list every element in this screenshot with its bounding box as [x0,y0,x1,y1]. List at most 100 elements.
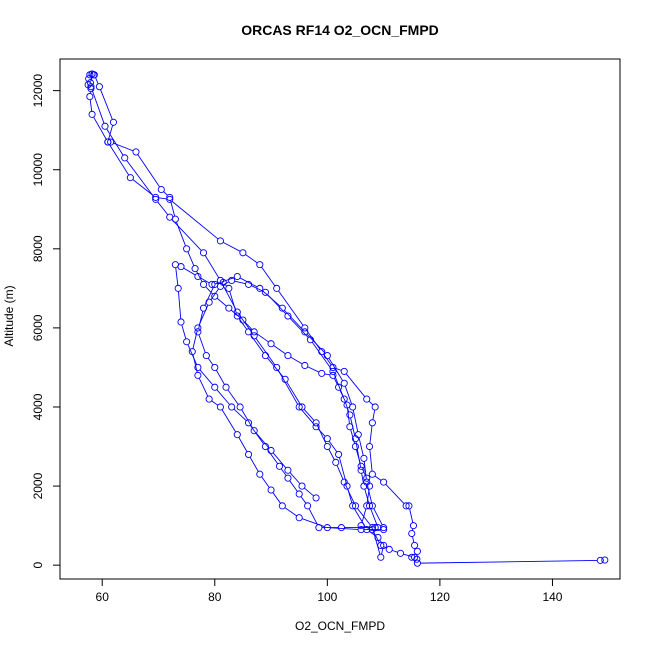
data-point [284,466,292,474]
data-point [360,454,368,462]
data-point [256,470,264,478]
data-point [351,502,360,510]
data-point [337,524,345,532]
data-point [275,462,284,470]
series-segment [379,539,383,544]
series-segment [277,369,299,405]
data-point [157,185,165,194]
data-point [368,502,376,510]
data-point [365,502,374,510]
series-5 [194,272,388,532]
series-segment [178,291,182,319]
series-segment [187,251,195,266]
data-point [261,352,269,360]
series-segment [233,408,247,422]
data-point [250,332,258,340]
data-point [191,265,199,273]
data-point [256,261,264,269]
data-point [244,450,253,458]
data-point [340,379,348,387]
y-tick-label: 4000 [31,393,45,420]
data-point [340,367,348,375]
series-segment [272,452,287,469]
series-segment [222,241,241,252]
series-segment [300,409,315,425]
data-point [295,514,303,522]
data-point [188,348,196,356]
y-axis-label: Altitude (m) [2,285,16,346]
data-point [244,328,253,336]
series-segment [222,281,230,286]
series-segment [238,437,248,452]
data-point [233,272,241,281]
data-point [357,466,365,474]
data-point [346,411,354,419]
data-point [329,367,337,375]
data-point [349,502,357,510]
data-point [88,70,96,78]
series-segment [330,527,359,530]
series-segment [403,553,412,557]
data-point [323,352,331,360]
data-point [340,478,348,486]
data-point [152,193,160,201]
data-point [374,533,382,542]
series-segment [308,508,318,526]
data-point [301,361,309,370]
series-segment [249,456,259,472]
series-segment [311,342,332,370]
data-point [284,352,292,360]
series-4 [188,276,388,534]
series-segment [261,266,276,287]
series-segment [355,441,362,468]
data-point [385,545,393,553]
data-point [211,280,219,288]
series-segment [255,338,276,366]
series-segment [352,409,359,432]
series-segment [350,417,356,436]
series-segment [364,488,370,503]
data-point [312,423,320,431]
series-segment [192,354,198,373]
series-segment [372,409,376,420]
data-point [267,446,275,455]
series-segment [157,201,169,216]
y-tick-label: 2000 [31,472,45,499]
data-point [211,292,219,300]
data-point [405,502,413,510]
series-segment [333,374,344,397]
data-point [377,553,385,561]
data-point [267,340,275,348]
data-point [132,148,140,156]
data-point [183,338,191,346]
data-point [86,93,94,101]
data-point [323,524,331,532]
data-point [233,312,241,320]
data-point [402,502,410,510]
data-point [199,249,208,257]
data-point [109,118,118,126]
data-point [357,526,365,534]
chart-title: ORCAS RF14 O2_OCN_FMPD [241,22,439,38]
series-segment [210,288,219,300]
series-segment [372,530,381,555]
series-segment [106,128,124,156]
data-point [225,284,233,292]
data-point [312,494,320,502]
data-point [199,280,208,288]
data-point [194,363,202,371]
data-point [363,474,371,482]
data-point [166,193,174,201]
data-point [86,79,94,87]
series-segment [175,267,179,286]
series-segment [344,401,350,413]
x-axis-label: O2_OCN_FMPD [295,619,385,633]
series-segment [272,492,281,504]
data-point [304,502,312,510]
data-point [222,383,230,391]
data-point [171,261,179,269]
series-segment [373,508,383,526]
data-point [211,363,219,371]
series-segment [198,377,209,397]
series-segment [109,144,130,176]
